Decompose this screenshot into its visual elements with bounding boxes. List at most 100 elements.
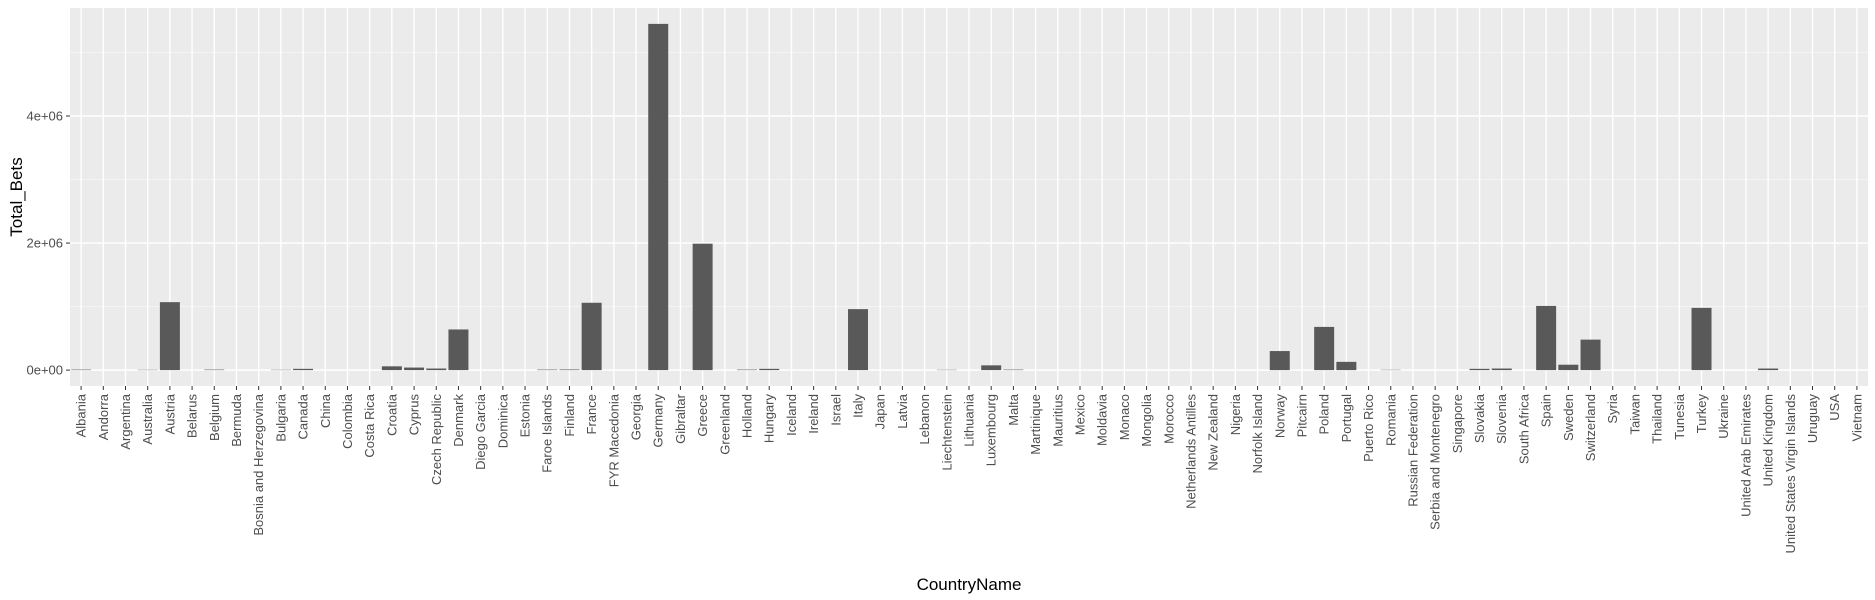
x-tick-label: Iceland bbox=[784, 394, 799, 436]
x-tick-label: Uruguay bbox=[1805, 394, 1820, 444]
x-tick-label: Italy bbox=[851, 394, 866, 418]
x-tick-label: France bbox=[584, 394, 599, 434]
x-tick-label: Switzerland bbox=[1583, 394, 1598, 461]
bar-hungary bbox=[759, 368, 780, 371]
x-tick-label: Dominica bbox=[495, 393, 510, 448]
x-tick-label: Hungary bbox=[762, 394, 777, 444]
bar-faroe-islands bbox=[537, 369, 558, 371]
x-tick-label: Bosnia and Herzegovina bbox=[251, 393, 266, 535]
x-tick-label: Finland bbox=[562, 394, 577, 437]
x-tick-label: Gibraltar bbox=[673, 393, 688, 444]
x-tick-label: Israel bbox=[828, 394, 843, 426]
x-tick-label: Serbia and Montenegro bbox=[1428, 394, 1443, 530]
x-tick-label: Japan bbox=[873, 394, 888, 429]
x-tick-label: Croatia bbox=[384, 393, 399, 436]
x-tick-label: Norway bbox=[1272, 394, 1287, 439]
x-tick-label: Latvia bbox=[895, 393, 910, 428]
bar-holland bbox=[737, 369, 758, 371]
x-tick-label: Turkey bbox=[1694, 394, 1709, 434]
x-tick-label: Tunesia bbox=[1672, 393, 1687, 440]
x-tick-label: Belgium bbox=[207, 394, 222, 441]
x-tick-label: Germany bbox=[651, 394, 666, 448]
x-tick-label: United States Virgin Islands bbox=[1783, 394, 1798, 554]
x-tick-label: Australia bbox=[140, 393, 155, 444]
x-tick-label: Faroe Islands bbox=[540, 394, 555, 473]
x-tick-label: Morocco bbox=[1161, 394, 1176, 444]
bar-finland bbox=[559, 369, 580, 371]
x-tick-label: Diego Garcia bbox=[473, 393, 488, 470]
bar-slovenia bbox=[1491, 368, 1512, 371]
bar-austria bbox=[159, 302, 180, 371]
x-tick-label: United Arab Emirates bbox=[1738, 394, 1753, 517]
x-tick-label: Liechtenstein bbox=[939, 394, 954, 471]
x-tick-label: Puerto Rico bbox=[1361, 394, 1376, 462]
x-tick-label: Norfolk Island bbox=[1250, 394, 1265, 473]
bar-slovakia bbox=[1469, 368, 1490, 371]
x-tick-label: Colombia bbox=[340, 393, 355, 449]
x-tick-label: Georgia bbox=[629, 393, 644, 440]
x-tick-label: Slovakia bbox=[1472, 393, 1487, 443]
x-tick-label: Czech Republic bbox=[429, 394, 444, 486]
bar-spain bbox=[1536, 305, 1557, 371]
x-tick-label: FYR Macedonia bbox=[606, 393, 621, 487]
bar-croatia bbox=[381, 366, 402, 371]
x-tick-label: Andorra bbox=[96, 393, 111, 440]
x-tick-label: Argentina bbox=[118, 393, 133, 449]
y-tick-label: 4e+06 bbox=[26, 109, 63, 124]
x-tick-label: Mexico bbox=[1072, 394, 1087, 435]
x-axis-title: CountryName bbox=[917, 575, 1022, 594]
x-tick-label: Taiwan bbox=[1627, 394, 1642, 434]
bar-canada bbox=[293, 368, 314, 371]
x-tick-label: United Kingdom bbox=[1761, 394, 1776, 487]
x-tick-label: USA bbox=[1827, 394, 1842, 421]
x-tick-label: Denmark bbox=[451, 394, 466, 447]
x-tick-label: Austria bbox=[162, 393, 177, 434]
bars bbox=[71, 23, 1779, 371]
x-tick-label: Romania bbox=[1383, 393, 1398, 446]
x-tick-label: Mongolia bbox=[1139, 393, 1154, 447]
x-tick-label: Belarus bbox=[185, 394, 200, 439]
x-tick-label: Holland bbox=[740, 394, 755, 438]
x-tick-label: Cyprus bbox=[407, 394, 422, 436]
bar-germany bbox=[648, 23, 669, 371]
y-tick-label: 2e+06 bbox=[26, 236, 63, 251]
x-tick-label: Lebanon bbox=[917, 394, 932, 445]
x-tick-label: Thailand bbox=[1650, 394, 1665, 444]
x-tick-label: Poland bbox=[1317, 394, 1332, 434]
bar-sweden bbox=[1558, 364, 1579, 371]
x-tick-label: Ukraine bbox=[1716, 394, 1731, 439]
bar-belgium bbox=[204, 369, 225, 371]
x-tick-label: Bulgaria bbox=[273, 393, 288, 441]
bar-poland bbox=[1314, 326, 1335, 371]
y-axis: 0e+00 2e+06 4e+06 bbox=[26, 109, 70, 378]
bar-greece bbox=[692, 243, 713, 371]
y-axis-title: Total_Bets bbox=[7, 157, 26, 236]
bar-czech-republic bbox=[426, 368, 447, 371]
x-tick-label: Albania bbox=[74, 393, 89, 437]
bar-denmark bbox=[448, 329, 469, 371]
x-tick-label: Lithuania bbox=[962, 393, 977, 447]
bar-united-kingdom bbox=[1758, 368, 1779, 371]
x-tick-label: New Zealand bbox=[1206, 394, 1221, 471]
x-tick-label: Nigeria bbox=[1228, 393, 1243, 435]
bar-luxembourg bbox=[981, 365, 1002, 371]
bar-france bbox=[581, 302, 602, 371]
x-tick-label: Malta bbox=[1006, 393, 1021, 426]
x-tick-label: Martinique bbox=[1028, 394, 1043, 455]
x-tick-label: Portugal bbox=[1339, 394, 1354, 443]
x-tick-label: Sweden bbox=[1561, 394, 1576, 441]
x-tick-label: Vietnam bbox=[1849, 394, 1864, 441]
bar-norway bbox=[1269, 351, 1290, 371]
y-tick-label: 0e+00 bbox=[26, 363, 63, 378]
x-tick-label: Estonia bbox=[518, 393, 533, 437]
x-axis: Albania Andorra Argentina Australia Austria B… bbox=[74, 386, 1864, 554]
x-tick-label: Canada bbox=[296, 393, 311, 439]
x-tick-label: Bermuda bbox=[229, 393, 244, 447]
x-tick-label: Moldavia bbox=[1095, 393, 1110, 446]
x-tick-label: Singapore bbox=[1450, 394, 1465, 453]
x-tick-label: South Africa bbox=[1516, 393, 1531, 464]
x-tick-label: Ireland bbox=[806, 394, 821, 434]
x-tick-label: Russian Federation bbox=[1405, 394, 1420, 507]
